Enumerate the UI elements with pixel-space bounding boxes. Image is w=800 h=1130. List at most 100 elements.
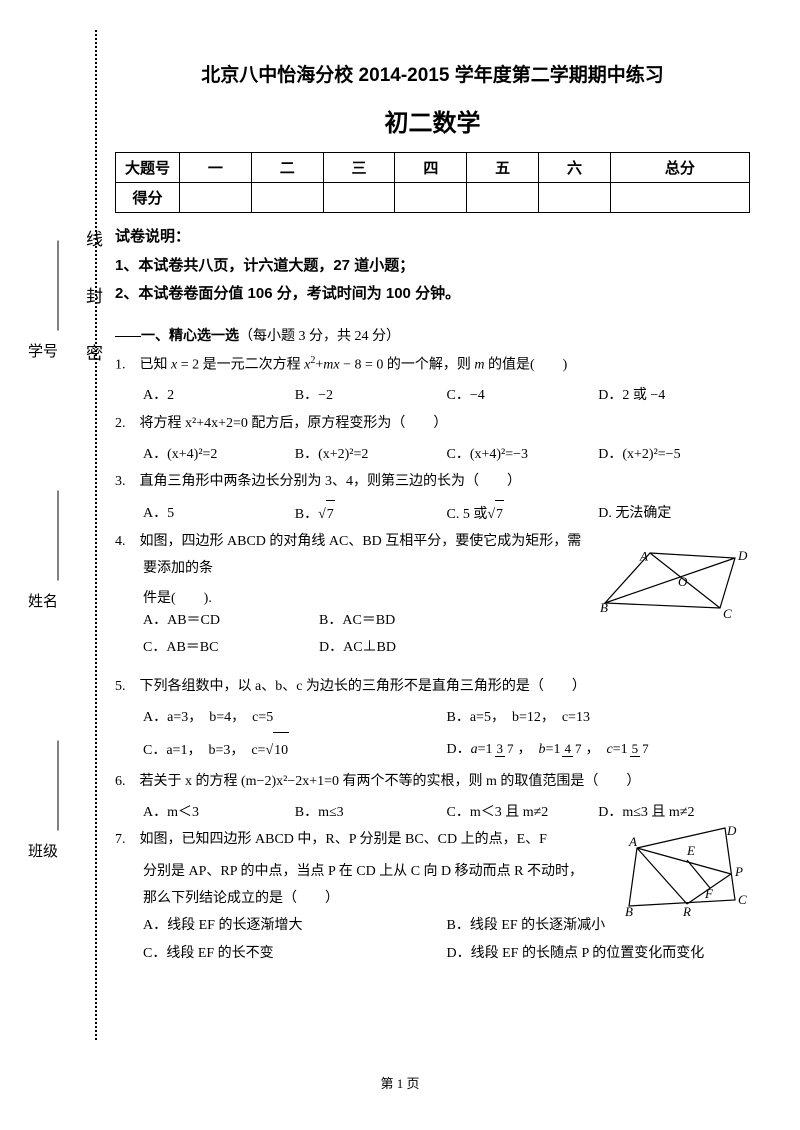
margin-underline-xingming: [58, 491, 59, 581]
option-b: B．−2: [295, 382, 447, 409]
svg-text:O: O: [678, 574, 688, 589]
option-b: B．7: [295, 500, 447, 528]
q2-options: A．(x+4)²=2 B．(x+2)²=2 C．(x+4)²=−3 D．(x+2…: [115, 441, 750, 468]
q7-options: A．线段 EF 的长逐渐增大 B．线段 EF 的长逐渐减小 C．线段 EF 的长…: [115, 912, 750, 967]
left-margin-area: 线封密 学号 姓名 班级: [18, 100, 93, 1030]
option-c: C．线段 EF 的长不变: [143, 940, 447, 967]
option-d: D．a=137， b=147， c=157: [447, 732, 751, 768]
option-b: B．m≤3: [295, 799, 447, 826]
table-row: 大题号 一 二 三 四 五 六 总分: [116, 153, 750, 183]
score-header: 一: [180, 153, 252, 183]
score-header: 三: [323, 153, 395, 183]
score-cell: [323, 183, 395, 213]
opt-prefix: C．a=1， b=3， c=: [143, 733, 265, 768]
opt-prefix: B．: [295, 501, 318, 528]
score-header: 总分: [610, 153, 749, 183]
section-underline: [115, 336, 141, 337]
question-5: 5. 下列各组数中，以 a、b、c 为边长的三角形不是直角三角形的是（ ）: [115, 673, 750, 700]
note-line: 试卷说明：: [115, 223, 750, 252]
option-d: D．线段 EF 的长随点 P 的位置变化而变化: [447, 940, 751, 967]
svg-text:D: D: [737, 548, 748, 563]
score-header: 二: [251, 153, 323, 183]
question-1: 1. 已知 x = 2 是一元二次方程 x2+mx − 8 = 0 的一个解，则…: [115, 351, 750, 379]
q4-options: A．AB＝CD B．AC＝BD C．AB＝BC D．AC⊥BD: [115, 607, 495, 662]
score-cell: [251, 183, 323, 213]
option-b: B．AC＝BD: [319, 607, 495, 634]
option-a: A．m＜3: [143, 799, 295, 826]
svg-text:B: B: [600, 600, 608, 615]
question-3: 3. 直角三角形中两条边长分别为 3、4，则第三边的长为（ ）: [115, 468, 750, 495]
margin-label-xingming: 姓名: [28, 590, 58, 611]
svg-text:D: D: [726, 826, 737, 838]
section-title-rest: （每小题 3 分，共 24 分）: [239, 329, 400, 344]
score-table: 大题号 一 二 三 四 五 六 总分 得分: [115, 152, 750, 213]
svg-text:B: B: [625, 904, 633, 918]
table-row: 得分: [116, 183, 750, 213]
score-header: 六: [539, 153, 611, 183]
page-footer: 第 1 页: [0, 1073, 800, 1092]
note-line: 1、本试卷共八页，计六道大题，27 道小题；: [115, 252, 750, 281]
option-d: D．2 或 −4: [598, 382, 750, 409]
option-a: A．线段 EF 的长逐渐增大: [143, 912, 447, 939]
option-b: B．a=5， b=12， c=13: [447, 704, 751, 731]
option-a: A．5: [143, 500, 295, 528]
option-c: C．(x+4)²=−3: [447, 441, 599, 468]
q3-options: A．5 B．7 C. 5 或 7 D. 无法确定: [115, 500, 750, 528]
option-c: C．m＜3 且 m≠2: [447, 799, 599, 826]
section-1-title: 一、精心选一选（每小题 3 分，共 24 分）: [115, 325, 750, 345]
svg-text:A: A: [639, 549, 648, 564]
exam-notes: 试卷说明： 1、本试卷共八页，计六道大题，27 道小题； 2、本试卷卷面分值 1…: [115, 223, 750, 309]
exam-title-main: 北京八中怡海分校 2014-2015 学年度第二学期期中练习: [115, 60, 750, 87]
opt-prefix: C. 5 或: [447, 501, 488, 528]
option-a: A．a=3， b=4， c=5: [143, 704, 447, 731]
svg-text:A: A: [628, 834, 637, 849]
q1-text: 1. 已知: [115, 357, 171, 372]
score-cell: [467, 183, 539, 213]
note-line: 2、本试卷卷面分值 106 分，考试时间为 100 分钟。: [115, 280, 750, 309]
q1-text: 是一元二次方程: [199, 357, 304, 372]
score-header: 大题号: [116, 153, 180, 183]
binding-dotted-line: [95, 30, 97, 1040]
option-c: C. 5 或 7: [447, 500, 599, 528]
question-2: 2. 将方程 x²+4x+2=0 配方后，原方程变形为（ ）: [115, 410, 750, 437]
q1-options: A．2 B．−2 C．−4 D．2 或 −4: [115, 382, 750, 409]
margin-underline-banji: [58, 741, 59, 831]
option-d: D. 无法确定: [598, 500, 750, 528]
score-cell: [610, 183, 749, 213]
svg-text:C: C: [738, 892, 747, 907]
option-a: A．(x+4)²=2: [143, 441, 295, 468]
option-c: C．AB＝BC: [143, 634, 319, 661]
margin-label-banji: 班级: [28, 840, 58, 861]
q4-figure: A D C B O: [600, 548, 750, 620]
score-cell: [180, 183, 252, 213]
score-header: 四: [395, 153, 467, 183]
option-c: C．−4: [447, 382, 599, 409]
option-b: B．(x+2)²=2: [295, 441, 447, 468]
option-d: D．(x+2)²=−5: [598, 441, 750, 468]
margin-underline-xuehao: [58, 241, 59, 331]
option-a: A．AB＝CD: [143, 607, 319, 634]
exam-title-subject: 初二数学: [115, 103, 750, 138]
q5-options-row1: A．a=3， b=4， c=5 B．a=5， b=12， c=13: [115, 704, 750, 731]
q1-text: 的值是( ): [485, 357, 568, 372]
question-6: 6. 若关于 x 的方程 (m−2)x²−2x+1=0 有两个不等的实根，则 m…: [115, 768, 750, 795]
margin-label-xuehao: 学号: [28, 340, 58, 361]
score-header: 五: [467, 153, 539, 183]
margin-vertical-text: 线封密: [80, 230, 105, 401]
svg-text:P: P: [734, 864, 743, 879]
opt-prefix: D．: [447, 732, 471, 767]
score-cell: [395, 183, 467, 213]
svg-text:F: F: [704, 886, 714, 901]
svg-text:R: R: [682, 904, 691, 918]
score-row-label: 得分: [116, 183, 180, 213]
option-a: A．2: [143, 382, 295, 409]
option-d: D．AC⊥BD: [319, 634, 495, 661]
option-d: D．m≤3 且 m≠2: [598, 799, 750, 826]
section-title-bold: 一、精心选一选: [141, 327, 239, 343]
q6-options: A．m＜3 B．m≤3 C．m＜3 且 m≠2 D．m≤3 且 m≠2: [115, 799, 750, 826]
svg-text:C: C: [723, 606, 732, 620]
option-c: C．a=1， b=3， c=10: [143, 732, 447, 768]
svg-text:E: E: [686, 843, 695, 858]
q1-text: 的一个解，则: [383, 357, 474, 372]
q5-options-row2: C．a=1， b=3， c=10 D．a=137， b=147， c=157: [115, 732, 750, 768]
